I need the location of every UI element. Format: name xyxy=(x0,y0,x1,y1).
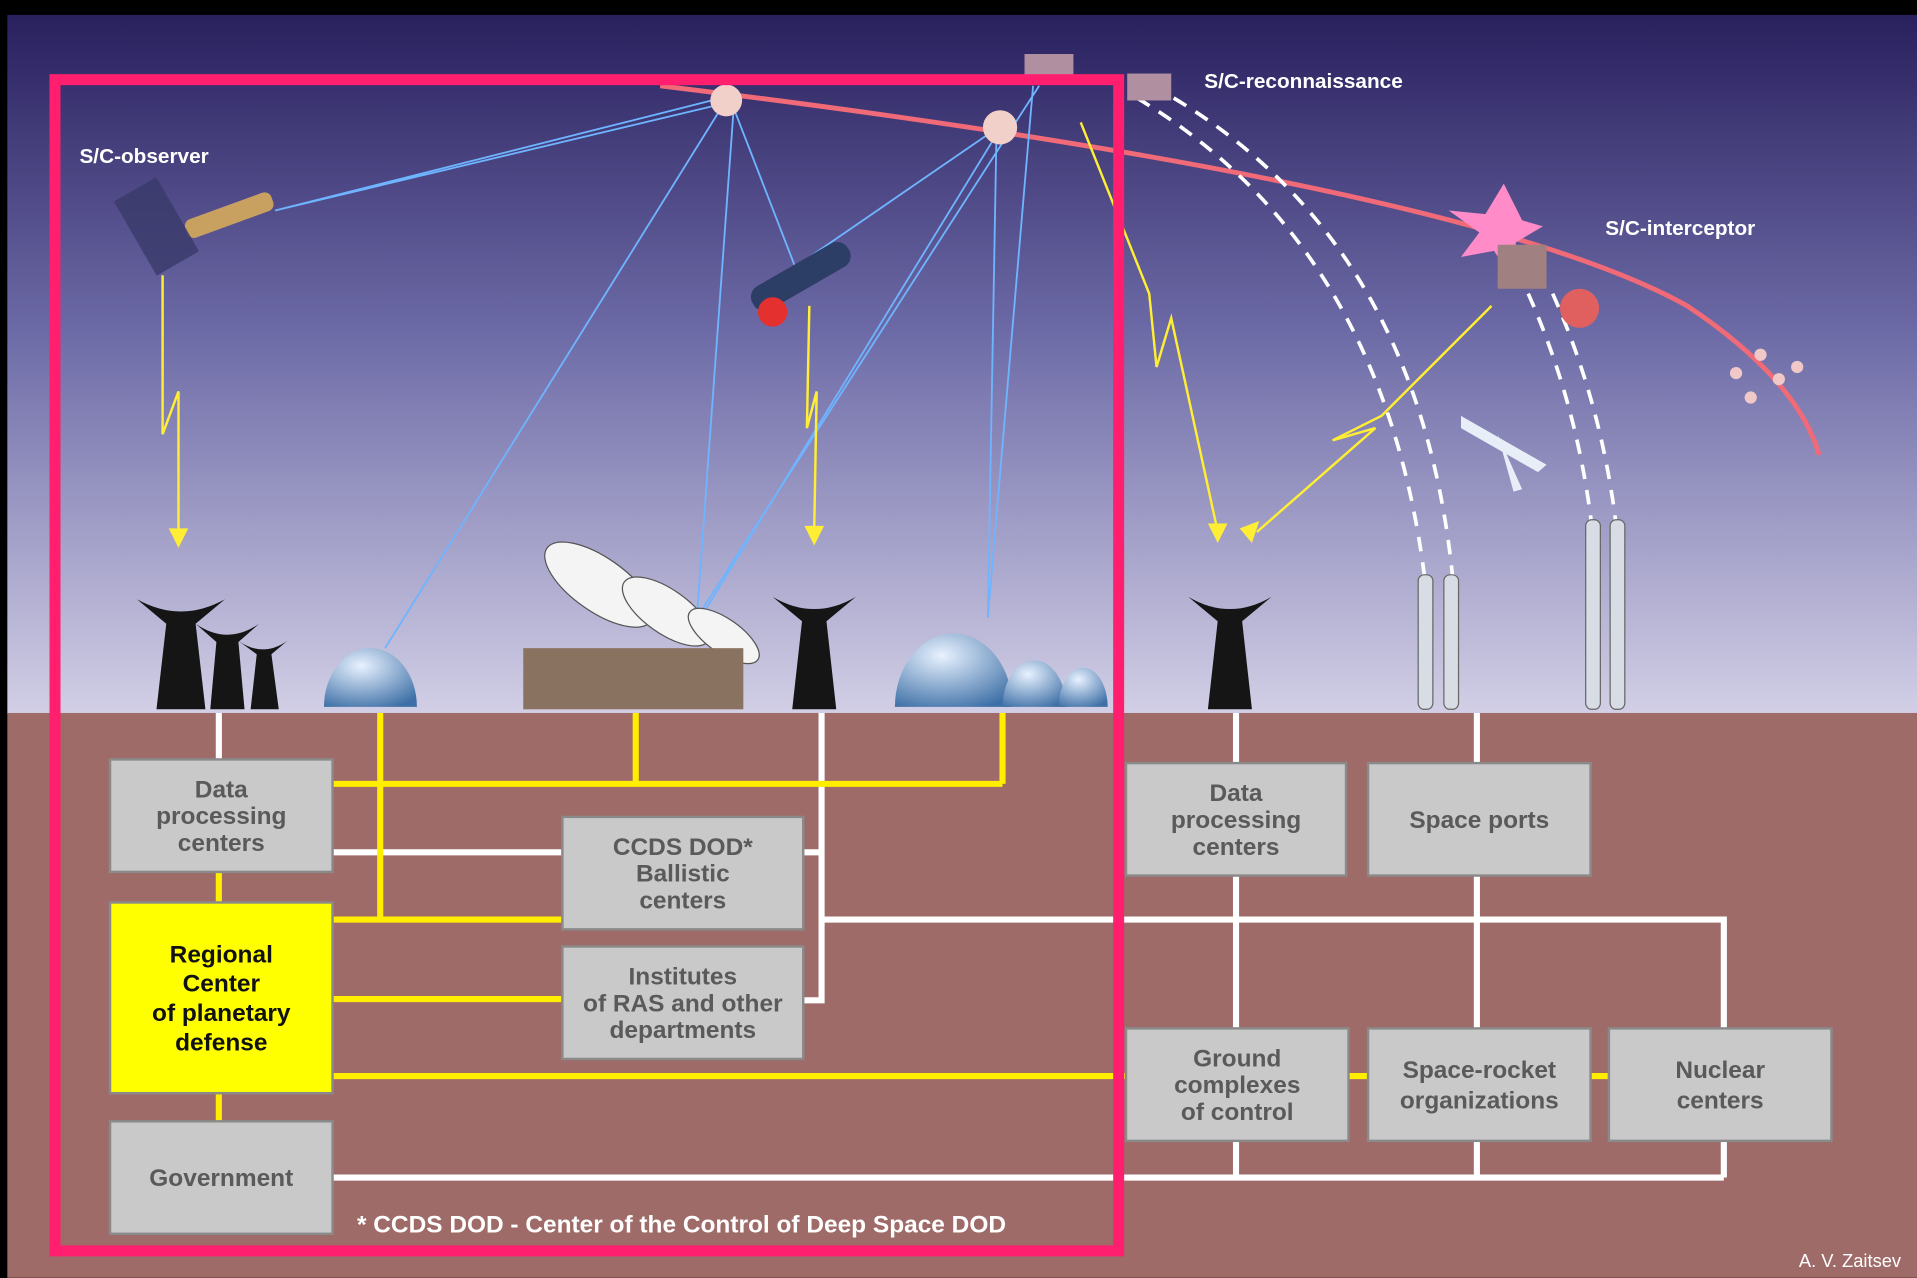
node-label: complexes xyxy=(1174,1072,1300,1099)
node-label: Space-rocket xyxy=(1403,1057,1557,1084)
node-label: of RAS and other xyxy=(583,990,783,1017)
node-label: Institutes xyxy=(628,963,737,990)
node-label: of control xyxy=(1181,1099,1294,1126)
observer-label: S/C-observer xyxy=(79,145,208,168)
node-label: processing xyxy=(1171,807,1301,834)
beams xyxy=(274,85,1040,649)
node-box xyxy=(108,1120,334,1236)
author: A. V. Zaitsev xyxy=(1799,1250,1902,1271)
node-box xyxy=(561,945,805,1061)
node-label: CCDS DOD* xyxy=(613,834,753,861)
node-box xyxy=(108,758,334,874)
spacecraft xyxy=(113,53,1804,492)
node-label: defense xyxy=(175,1029,267,1056)
ground-stations xyxy=(136,519,1626,710)
node-label: Government xyxy=(149,1165,293,1192)
node-label: Regional xyxy=(170,941,273,968)
node-box xyxy=(1124,1027,1350,1143)
node-label: organizations xyxy=(1400,1087,1559,1114)
footnote: * CCDS DOD - Center of the Control of De… xyxy=(357,1212,1006,1239)
highlight-frame xyxy=(49,74,1125,1257)
node-label: Data xyxy=(1210,780,1263,807)
interceptor-label: S/C-interceptor xyxy=(1605,217,1755,240)
node-label: centers xyxy=(1677,1087,1764,1114)
node-label: of planetary xyxy=(152,1000,291,1027)
node-label: processing xyxy=(156,803,286,830)
node-label: Nuclear xyxy=(1675,1057,1765,1084)
node-label: centers xyxy=(639,888,726,915)
node-box xyxy=(1607,1027,1833,1143)
node-box xyxy=(1366,1027,1592,1143)
node-label: Space ports xyxy=(1409,807,1549,834)
node-label: centers xyxy=(178,830,265,857)
signal-arrows xyxy=(161,122,1493,548)
node-label: Data xyxy=(195,776,248,803)
node-box xyxy=(1366,761,1592,877)
reconnaissance-label: S/C-reconnaissance xyxy=(1204,70,1403,93)
node-box xyxy=(1124,761,1348,877)
connectors xyxy=(215,712,1727,1181)
node-label: Ground xyxy=(1193,1045,1281,1072)
node-label: Ballistic xyxy=(636,861,730,888)
node-label: Center xyxy=(183,971,261,998)
top-strip xyxy=(0,0,1917,15)
sky xyxy=(7,14,1917,715)
node-label: departments xyxy=(609,1017,756,1044)
node-box xyxy=(108,901,334,1095)
node-label: centers xyxy=(1193,834,1280,861)
node-box xyxy=(561,815,805,931)
